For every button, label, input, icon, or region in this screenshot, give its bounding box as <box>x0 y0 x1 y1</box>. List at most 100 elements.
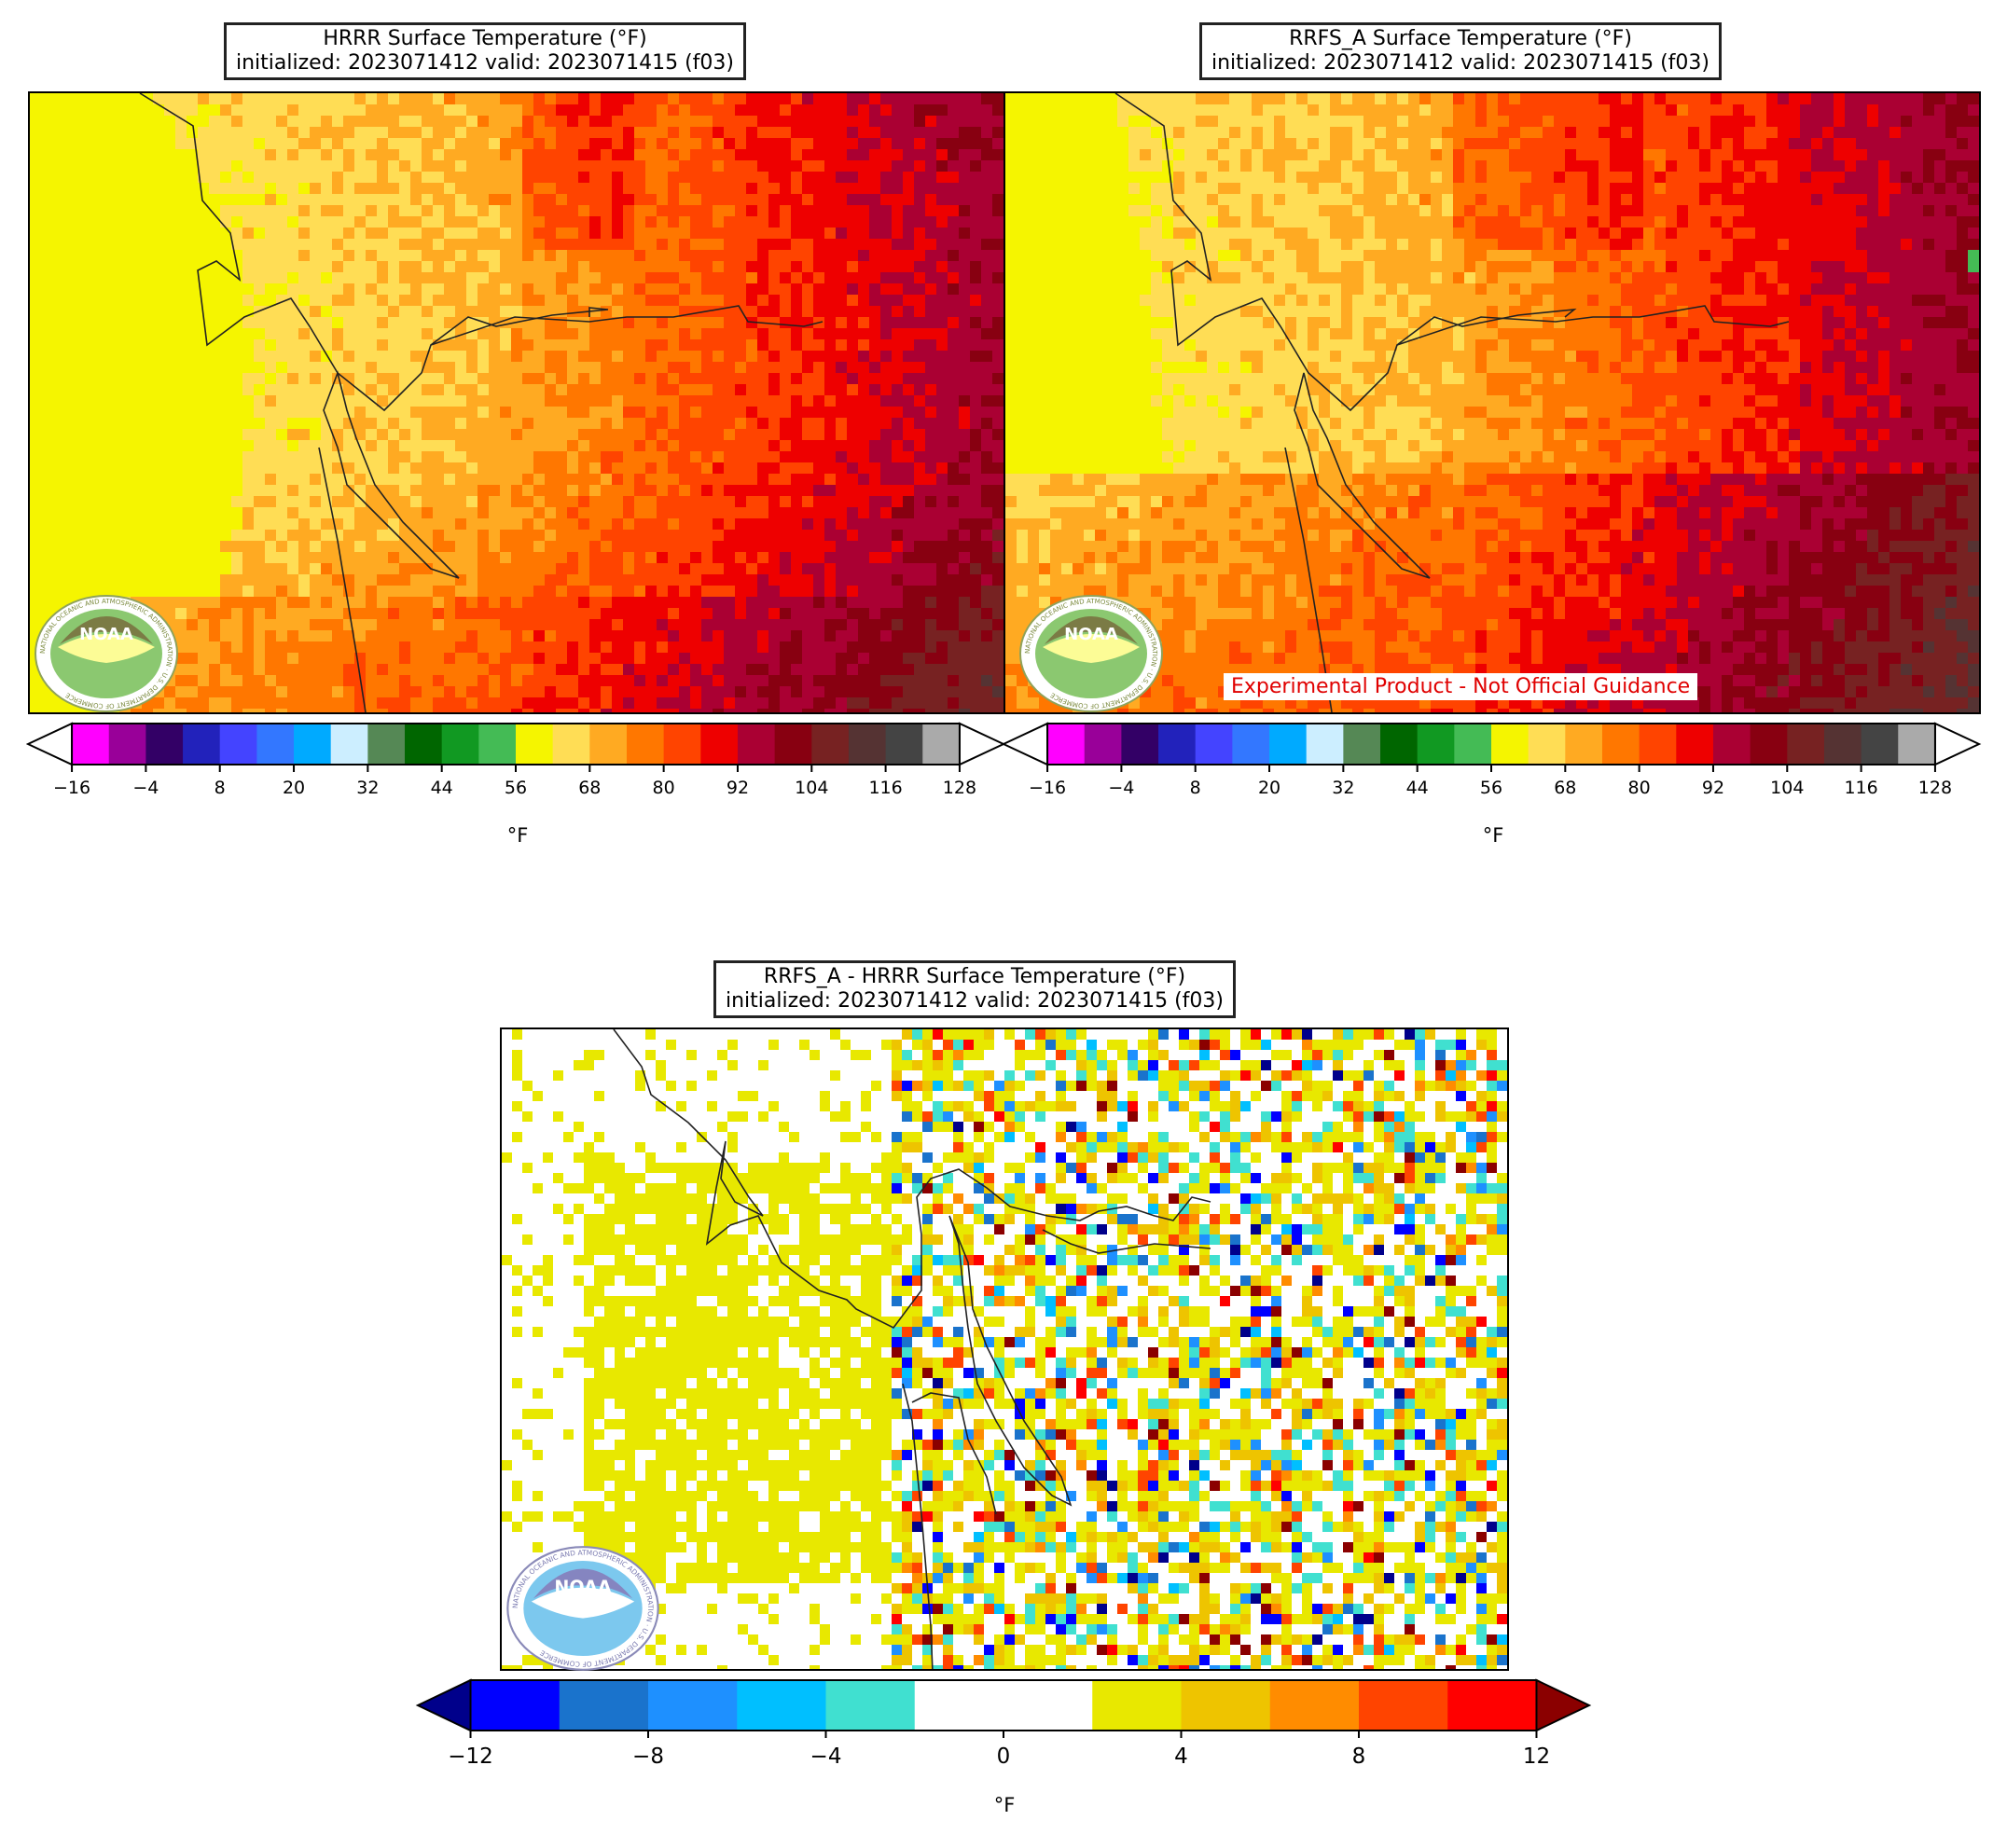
colorbar-tick-label: 56 <box>505 778 527 798</box>
colorbar-tick-label: −12 <box>448 1745 493 1769</box>
colorbar-segment <box>1417 724 1455 765</box>
colorbar-segment <box>1232 724 1270 765</box>
colorbar-tick-label: 44 <box>431 778 453 798</box>
colorbar-segment <box>1491 724 1529 765</box>
colorbar-segment <box>559 1680 649 1731</box>
colorbar-tick-label: 80 <box>653 778 675 798</box>
rrfs-title: RRFS_A Surface Temperature (°F) initiali… <box>1199 22 1722 80</box>
colorbar-tick-label: 4 <box>1174 1745 1188 1769</box>
hrrr-title-line2: initialized: 2023071412 valid: 202307141… <box>236 51 734 75</box>
colorbar-tick-label: −4 <box>132 778 159 798</box>
colorbar-segment <box>1004 1680 1093 1731</box>
colorbar-tick-label: −16 <box>1029 778 1066 798</box>
colorbar-segment <box>1306 724 1344 765</box>
colorbar-segment <box>1380 724 1419 765</box>
colorbar-segment <box>183 724 221 765</box>
colorbar-segment <box>811 724 850 765</box>
colorbar-segment <box>1861 724 1899 765</box>
colorbar-segment <box>737 724 776 765</box>
colorbar-segment <box>256 724 295 765</box>
colorbar-tick-label: 8 <box>215 778 226 798</box>
colorbar-segment <box>1158 724 1197 765</box>
colorbar-tick-label: 104 <box>795 778 828 798</box>
colorbar-segment <box>1898 724 1936 765</box>
diff-title-line2: initialized: 2023071412 valid: 202307141… <box>726 989 1224 1013</box>
colorbar-segment <box>1601 724 1640 765</box>
colorbar-tick-label: 32 <box>1332 778 1354 798</box>
colorbar-tick-label: 128 <box>1918 778 1952 798</box>
colorbar-segment <box>1447 1680 1537 1731</box>
colorbar-tick-label: −8 <box>632 1745 664 1769</box>
colorbar-segment <box>1454 724 1492 765</box>
rrfs-title-line2: initialized: 2023071412 valid: 202307141… <box>1211 51 1709 75</box>
colorbar-segment <box>330 724 368 765</box>
colorbar-segment <box>922 724 961 765</box>
colorbar-tick-label: 68 <box>1554 778 1576 798</box>
colorbar-segment <box>825 1680 916 1731</box>
colorbar-tick-label: 32 <box>356 778 379 798</box>
colorbar-segment <box>737 1680 827 1731</box>
colorbar-tick-label: 92 <box>1702 778 1724 798</box>
colorbar-segment <box>108 724 146 765</box>
colorbar-segment <box>294 724 332 765</box>
colorbar-segment <box>72 724 110 765</box>
colorbar-segment <box>1787 724 1825 765</box>
colorbar-segment <box>1269 724 1308 765</box>
colorbar-tick-label: 104 <box>1770 778 1804 798</box>
colorbar-segment <box>1269 1680 1360 1731</box>
colorbar-segment <box>1676 724 1714 765</box>
colorbar-tick-label: 12 <box>1523 1745 1550 1769</box>
colorbar-tick-label: 116 <box>868 778 902 798</box>
diff-title: RRFS_A - HRRR Surface Temperature (°F) i… <box>713 960 1236 1018</box>
colorbar-segment <box>145 724 184 765</box>
colorbar-segment <box>1358 1680 1448 1731</box>
rrfs-colorbar: −16 −4 8 20 32 44 56 68 80 92 104 116 128 <box>1002 722 1982 798</box>
colorbar-segment <box>1639 724 1677 765</box>
colorbar-tick-label: 8 <box>1352 1745 1366 1769</box>
hrrr-colorbar: −16 −4 8 20 32 44 56 68 80 92 104 116 128 <box>26 722 1006 798</box>
difference-temperature-map <box>500 1027 1509 1671</box>
colorbar-segment <box>1528 724 1566 765</box>
diff-colorbar-label: °F <box>993 1794 1016 1816</box>
experimental-watermark: Experimental Product - Not Official Guid… <box>1224 673 1698 700</box>
colorbar-segment <box>914 1680 1004 1731</box>
colorbar-tick-label: −16 <box>53 778 90 798</box>
colorbar-tick-label: 68 <box>578 778 601 798</box>
colorbar-segment <box>441 724 479 765</box>
hrrr-temperature-map <box>28 91 1005 714</box>
colorbar-segment <box>589 724 628 765</box>
rrfs-title-line1: RRFS_A Surface Temperature (°F) <box>1289 27 1632 50</box>
hrrr-title: HRRR Surface Temperature (°F) initialize… <box>224 22 746 80</box>
colorbar-segment <box>516 724 554 765</box>
colorbar-tick-label: 44 <box>1406 778 1429 798</box>
rrfs-temperature-map <box>1004 91 1981 714</box>
colorbar-segment <box>552 724 590 765</box>
diff-colorbar: −12 −8 −4 0 4 8 12 <box>415 1678 1592 1769</box>
colorbar-segment <box>700 724 739 765</box>
colorbar-segment <box>405 724 443 765</box>
rrfs-colorbar-label: °F <box>1482 824 1504 847</box>
colorbar-segment <box>663 724 701 765</box>
colorbar-segment <box>1092 1680 1182 1731</box>
colorbar-segment <box>1181 1680 1271 1731</box>
colorbar-segment <box>774 724 812 765</box>
colorbar-segment <box>367 724 406 765</box>
colorbar-segment <box>1343 724 1381 765</box>
colorbar-segment <box>1750 724 1788 765</box>
colorbar-segment <box>1712 724 1751 765</box>
colorbar-tick-label: 80 <box>1628 778 1651 798</box>
colorbar-segment <box>1823 724 1862 765</box>
colorbar-tick-label: 92 <box>727 778 749 798</box>
colorbar-segment <box>1565 724 1603 765</box>
colorbar-segment <box>1047 724 1086 765</box>
colorbar-tick-label: −4 <box>1108 778 1134 798</box>
diff-title-line1: RRFS_A - HRRR Surface Temperature (°F) <box>763 965 1186 988</box>
colorbar-segment <box>219 724 257 765</box>
colorbar-tick-label: −4 <box>810 1745 842 1769</box>
colorbar-segment <box>848 724 887 765</box>
colorbar-segment <box>885 724 923 765</box>
colorbar-segment <box>1121 724 1159 765</box>
